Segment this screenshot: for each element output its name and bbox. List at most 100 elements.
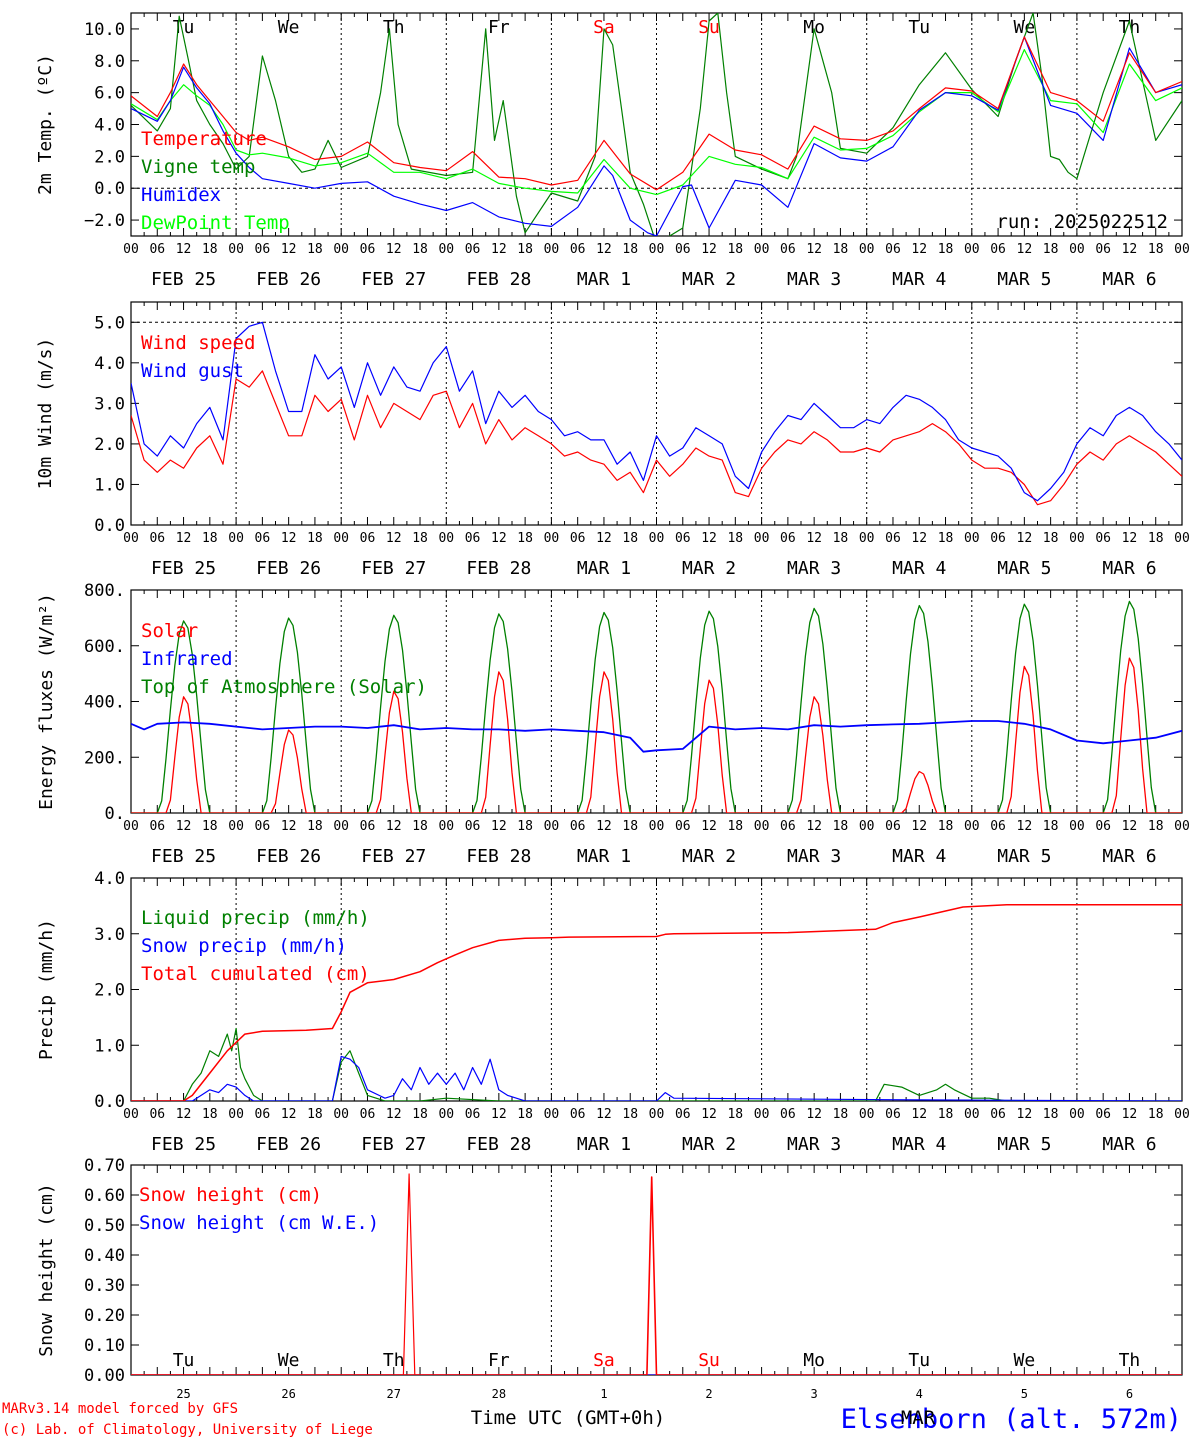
hour-tick-label: 00 <box>859 1107 875 1122</box>
hour-tick-label: 12 <box>281 531 297 546</box>
hour-tick-label: 18 <box>1043 1107 1059 1122</box>
series-line-snow-precip-mm-h- <box>131 1055 1182 1101</box>
date-label: MAR 3 <box>787 558 841 579</box>
day-number-label: 4 <box>916 1387 923 1401</box>
hour-tick-label: 00 <box>123 1107 139 1122</box>
hour-tick-label: 12 <box>386 242 402 257</box>
weekday-label: We <box>278 1350 300 1371</box>
hour-tick-label: 12 <box>176 1107 192 1122</box>
hour-tick-label: 00 <box>859 242 875 257</box>
hour-tick-label: 06 <box>885 1107 901 1122</box>
hour-tick-label: 06 <box>255 242 271 257</box>
date-label: FEB 26 <box>256 846 321 867</box>
y-tick-label: 8.0 <box>94 52 125 72</box>
hour-tick-label: 06 <box>990 1107 1006 1122</box>
hour-tick-label: 00 <box>859 531 875 546</box>
hour-tick-label: 12 <box>701 819 717 834</box>
hour-tick-label: 06 <box>885 819 901 834</box>
hour-tick-label: 18 <box>727 819 743 834</box>
hour-tick-label: 06 <box>570 242 586 257</box>
day-number-label: 28 <box>492 1387 506 1401</box>
hour-tick-label: 00 <box>649 531 665 546</box>
y-tick-label: 6.0 <box>94 84 125 104</box>
date-label: MAR 6 <box>1102 269 1156 290</box>
weekday-label: Tu <box>908 17 930 38</box>
hour-tick-label: 06 <box>570 531 586 546</box>
hour-tick-label: 18 <box>938 242 954 257</box>
hour-tick-label: 12 <box>596 531 612 546</box>
hour-tick-label: 00 <box>754 242 770 257</box>
hour-tick-label: 18 <box>202 819 218 834</box>
series-line-total-cumulated-cm- <box>131 904 1182 1101</box>
date-label: MAR 4 <box>892 846 946 867</box>
y-tick-label: 4.0 <box>94 116 125 136</box>
hour-tick-label: 00 <box>333 819 349 834</box>
date-label: FEB 27 <box>361 846 426 867</box>
hour-tick-label: 18 <box>412 1107 428 1122</box>
panel-flux: 0. 200. 400. 600. 800. Energy fluxes (W/m²) 00… <box>36 581 1190 867</box>
y-tick-label: 0.70 <box>84 1156 125 1176</box>
date-label: FEB 25 <box>151 846 216 867</box>
hour-tick-label: 00 <box>649 1107 665 1122</box>
y-tick-label: 0.50 <box>84 1216 125 1236</box>
hour-tick-label: 12 <box>176 242 192 257</box>
y-tick-label: 600. <box>84 637 125 657</box>
hour-tick-label: 00 <box>964 819 980 834</box>
day-number-label: 27 <box>387 1387 401 1401</box>
hour-tick-label: 18 <box>833 1107 849 1122</box>
y-axis-label: Snow height (cm) <box>36 1183 57 1356</box>
date-label: MAR 1 <box>577 269 631 290</box>
date-label: MAR 5 <box>997 558 1051 579</box>
hour-tick-label: 18 <box>727 1107 743 1122</box>
hour-tick-label: 18 <box>412 242 428 257</box>
series-line-snow-height-spike <box>131 1176 1182 1375</box>
series-line-toa <box>131 600 1182 813</box>
day-number-label: 26 <box>281 1387 295 1401</box>
date-label: MAR 6 <box>1102 558 1156 579</box>
hour-tick-label: 06 <box>1095 531 1111 546</box>
weekday-label: Sa <box>593 1350 615 1371</box>
hour-tick-label: 00 <box>754 1107 770 1122</box>
day-number-label: 2 <box>705 1387 712 1401</box>
hour-tick-label: 12 <box>911 819 927 834</box>
series-line-snow-height-cm- <box>131 1173 1182 1375</box>
date-label: FEB 28 <box>466 558 531 579</box>
hour-tick-label: 18 <box>622 819 638 834</box>
hour-tick-label: 00 <box>859 819 875 834</box>
hour-tick-label: 12 <box>386 819 402 834</box>
hour-tick-label: 00 <box>754 819 770 834</box>
hour-tick-label: 18 <box>1043 531 1059 546</box>
hour-tick-label: 06 <box>570 1107 586 1122</box>
y-tick-label: 3.0 <box>94 394 125 414</box>
hour-tick-label: 06 <box>885 531 901 546</box>
hour-tick-label: 06 <box>675 1107 691 1122</box>
y-tick-label: 10.0 <box>84 20 125 40</box>
hour-tick-label: 18 <box>202 531 218 546</box>
y-tick-label: 0.00 <box>84 1366 125 1386</box>
day-number-label: 5 <box>1021 1387 1028 1401</box>
hour-tick-label: 00 <box>544 1107 560 1122</box>
day-number-label: 3 <box>811 1387 818 1401</box>
y-tick-label: 3.0 <box>94 925 125 945</box>
hour-tick-label: 00 <box>438 819 454 834</box>
y-tick-label: 0.30 <box>84 1276 125 1296</box>
hour-tick-label: 00 <box>1174 819 1190 834</box>
hour-tick-label: 00 <box>1069 1107 1085 1122</box>
hour-tick-label: 06 <box>990 242 1006 257</box>
hour-tick-label: 00 <box>754 531 770 546</box>
hour-tick-label: 00 <box>1174 531 1190 546</box>
weekday-label: Th <box>383 1350 405 1371</box>
hour-tick-label: 12 <box>491 1107 507 1122</box>
hour-tick-label: 12 <box>806 819 822 834</box>
hour-tick-label: 18 <box>307 1107 323 1122</box>
hour-tick-label: 18 <box>307 819 323 834</box>
hour-tick-label: 12 <box>1017 242 1033 257</box>
weekday-label: Th <box>1119 1350 1141 1371</box>
y-tick-label: 800. <box>84 581 125 601</box>
legend-entry: Snow precip (mm/h) <box>141 935 347 957</box>
hour-tick-label: 06 <box>465 819 481 834</box>
date-label: MAR 3 <box>787 269 841 290</box>
hour-tick-label: 12 <box>386 1107 402 1122</box>
hour-tick-label: 18 <box>202 242 218 257</box>
